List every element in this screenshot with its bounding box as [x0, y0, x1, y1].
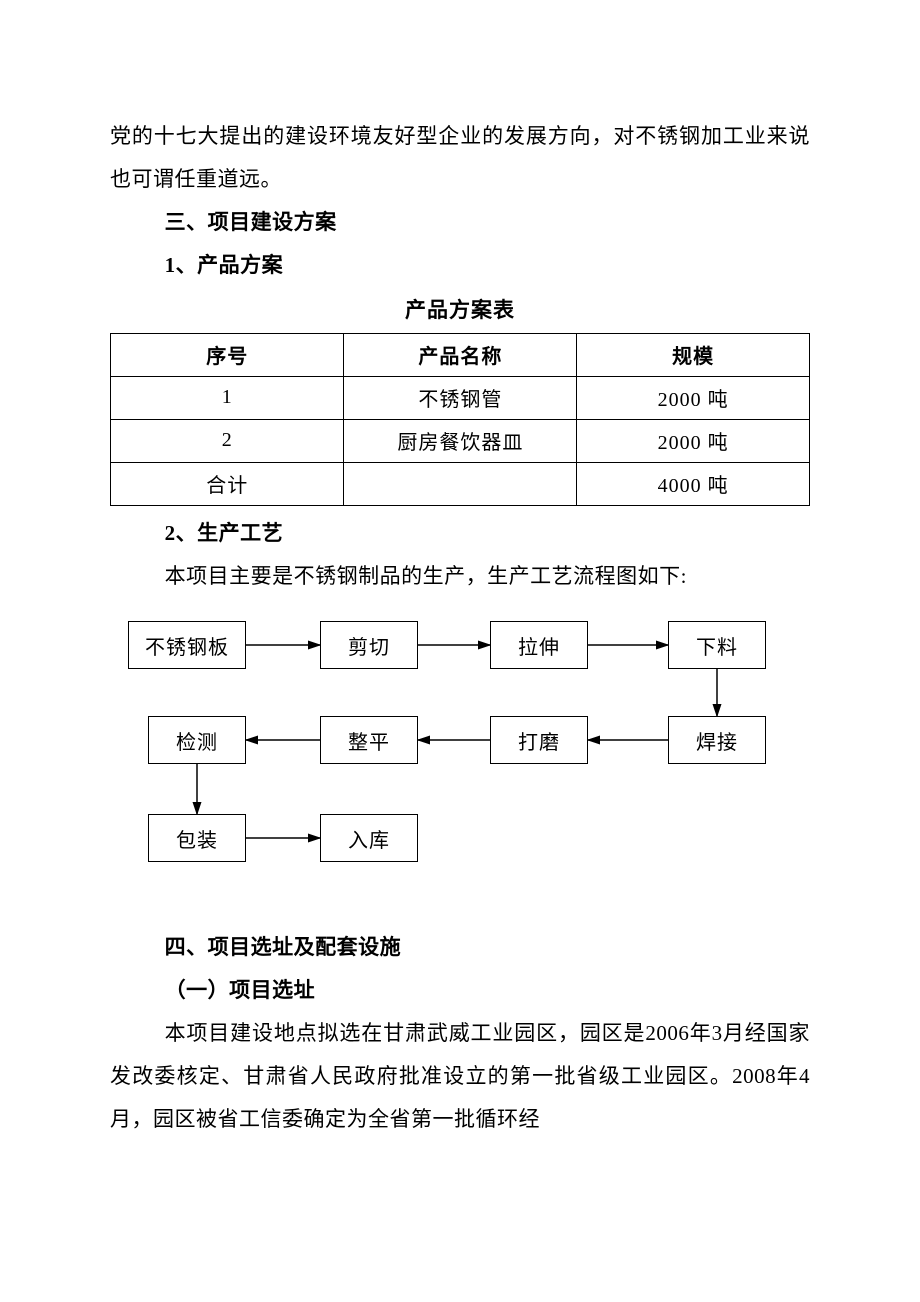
product-table-title: 产品方案表: [110, 289, 810, 331]
flow-node-n4: 下料: [668, 621, 766, 669]
product-table-body: 1不锈钢管2000 吨2厨房餐饮器皿2000 吨合计4000 吨: [111, 377, 810, 506]
table-cell: 2000 吨: [577, 420, 810, 463]
process-intro-paragraph: 本项目主要是不锈钢制品的生产，生产工艺流程图如下:: [110, 555, 810, 598]
intro-paragraph: 党的十七大提出的建设环境友好型企业的发展方向，对不锈钢加工业来说也可谓任重道远。: [110, 115, 810, 201]
table-cell: [344, 463, 577, 506]
table-row: 2厨房餐饮器皿2000 吨: [111, 420, 810, 463]
flow-node-n2: 剪切: [320, 621, 418, 669]
section-4-heading: 四、项目选址及配套设施: [110, 926, 810, 969]
process-flowchart: 不锈钢板 剪切 拉伸 下料焊接 打磨 整平 检测包装 入库: [110, 616, 810, 916]
th-name: 产品名称: [344, 334, 577, 377]
flow-node-n8: 检测: [148, 716, 246, 764]
table-row: 1不锈钢管2000 吨: [111, 377, 810, 420]
flow-node-n10: 入库: [320, 814, 418, 862]
flow-node-n5: 焊接: [668, 716, 766, 764]
section-3-2-heading: 2、生产工艺: [110, 512, 810, 555]
th-scale: 规模: [577, 334, 810, 377]
table-cell: 4000 吨: [577, 463, 810, 506]
section-4-1-heading: （一）项目选址: [110, 969, 810, 1012]
th-seq: 序号: [111, 334, 344, 377]
product-plan-table: 序号 产品名称 规模 1不锈钢管2000 吨2厨房餐饮器皿2000 吨合计400…: [110, 333, 810, 506]
flow-node-n9: 包装: [148, 814, 246, 862]
section-3-1-heading: 1、产品方案: [110, 244, 810, 287]
table-cell: 合计: [111, 463, 344, 506]
section-3-heading: 三、项目建设方案: [110, 201, 810, 244]
table-cell: 1: [111, 377, 344, 420]
table-row: 合计 4000 吨: [111, 463, 810, 506]
table-cell: 不锈钢管: [344, 377, 577, 420]
flow-node-n1: 不锈钢板: [128, 621, 246, 669]
site-selection-paragraph: 本项目建设地点拟选在甘肃武威工业园区，园区是2006年3月经国家发改委核定、甘肃…: [110, 1012, 810, 1141]
table-cell: 2000 吨: [577, 377, 810, 420]
flow-node-n6: 打磨: [490, 716, 588, 764]
flow-node-n3: 拉伸: [490, 621, 588, 669]
table-cell: 2: [111, 420, 344, 463]
document-page: 党的十七大提出的建设环境友好型企业的发展方向，对不锈钢加工业来说也可谓任重道远。…: [0, 0, 920, 1142]
flow-node-n7: 整平: [320, 716, 418, 764]
table-header-row: 序号 产品名称 规模: [111, 334, 810, 377]
table-cell: 厨房餐饮器皿: [344, 420, 577, 463]
